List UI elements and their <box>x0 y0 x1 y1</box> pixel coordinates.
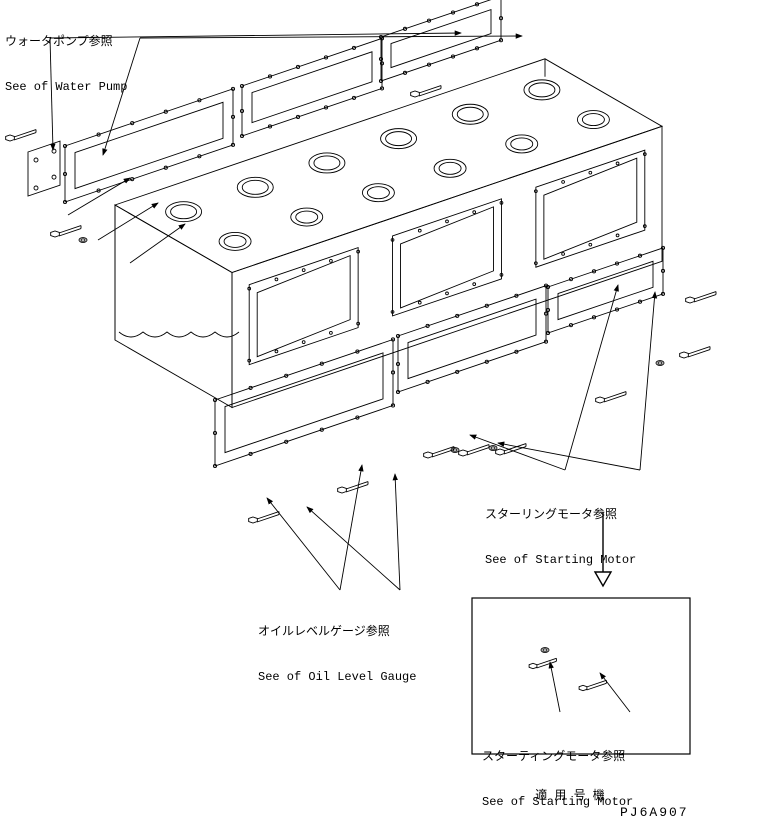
label-oil-level-jp: オイルレベルゲージ参照 <box>258 625 416 640</box>
label-starting-1-jp: スターリングモータ参照 <box>485 508 636 523</box>
label-water-pump-en: See of Water Pump <box>5 80 127 95</box>
label-oil-level: オイルレベルゲージ参照 See of Oil Level Gauge <box>258 595 416 700</box>
label-starting-1-en: See of Starting Motor <box>485 553 636 568</box>
label-oil-level-en: See of Oil Level Gauge <box>258 670 416 685</box>
label-engine-note: 適 用 号 機 Engine No.10061～ <box>510 759 630 830</box>
label-water-pump: ウォータポンプ参照 See of Water Pump <box>5 5 127 110</box>
diagram-canvas <box>0 0 758 830</box>
drawing-code: PJ6A907 <box>620 805 689 820</box>
label-water-pump-jp: ウォータポンプ参照 <box>5 35 127 50</box>
label-engine-note-jp: 適 用 号 機 <box>510 789 630 804</box>
label-starting-motor-1: スターリングモータ参照 See of Starting Motor <box>485 478 636 583</box>
